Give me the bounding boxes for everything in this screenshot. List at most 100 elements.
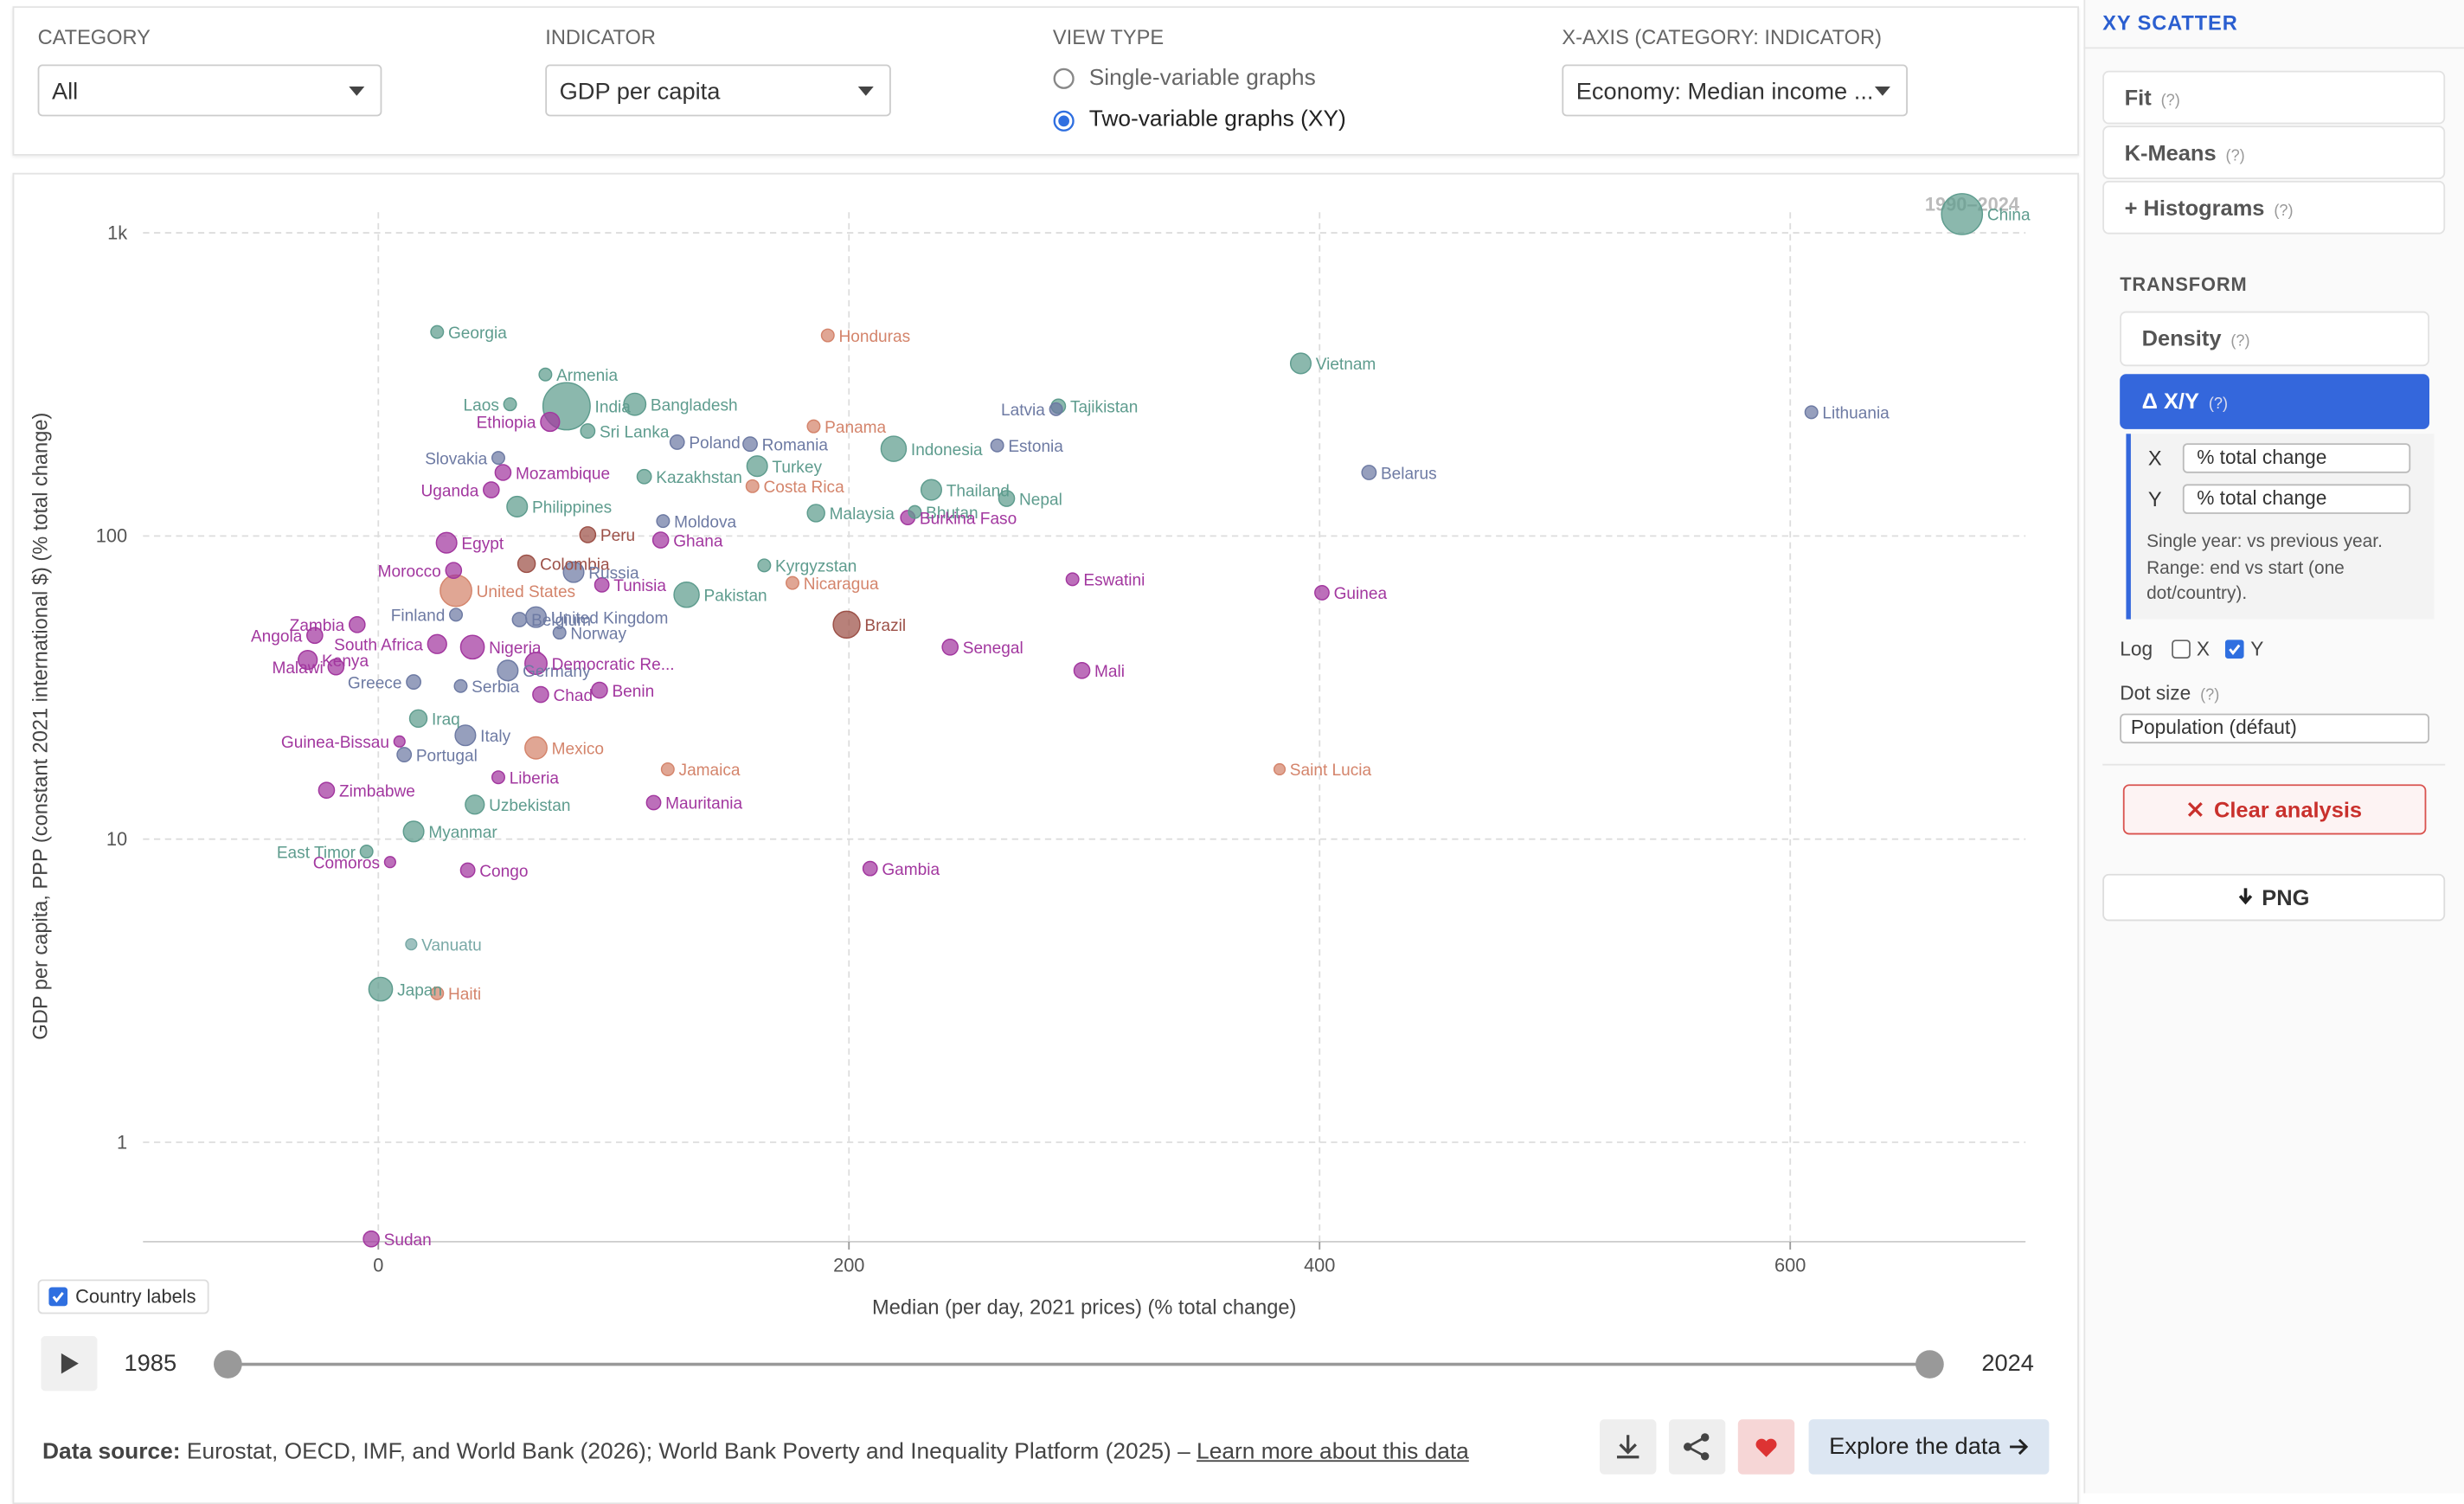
point-label: Nigeria [489, 640, 542, 658]
png-button[interactable]: PNG [2102, 873, 2446, 922]
learn-more-link[interactable]: Learn more about this data [1197, 1439, 1469, 1465]
data-point [491, 451, 505, 466]
point-label: East Timor [277, 844, 356, 862]
data-point [1065, 572, 1080, 587]
x-tick-label: 0 [373, 1254, 383, 1276]
data-point [449, 607, 464, 622]
footer-icons[interactable] [1599, 1419, 1835, 1475]
point-label: Bangladesh [651, 396, 738, 415]
explore-button[interactable]: Explore the data [1808, 1419, 2050, 1475]
point-label: Germany [523, 663, 591, 681]
help[interactable]: (?) [2208, 395, 2229, 414]
checkbox[interactable] [48, 1287, 68, 1307]
x-icon [2187, 801, 2203, 817]
point-label: Bhutan [926, 505, 978, 523]
data-point [820, 328, 835, 343]
data-point [636, 468, 652, 485]
y-axis-title: GDP per capita, PPP (constant 2021 inter… [29, 413, 52, 1040]
point-label: Mauritania [665, 795, 742, 813]
data-point [591, 681, 608, 699]
fit-button[interactable]: Fit (?) [2102, 70, 2446, 125]
filter-label: CATEGORY [37, 25, 151, 49]
data-point [517, 554, 536, 574]
data-point [511, 612, 528, 627]
country-labels-toggle[interactable]: Country labels [37, 1279, 209, 1314]
data-point [745, 479, 760, 493]
density-button[interactable]: Density (?) [2120, 311, 2429, 367]
point-label: Sri Lanka [600, 423, 670, 441]
y-tick-label: 1k [107, 222, 127, 243]
point-label: Morocco [378, 562, 441, 581]
data-point [623, 392, 647, 416]
data-point [656, 514, 671, 529]
clear-button[interactable]: Clear analysis [2122, 784, 2427, 835]
checkbox[interactable] [2171, 640, 2191, 659]
play-button[interactable] [41, 1335, 98, 1392]
help[interactable]: (?) [2230, 333, 2250, 351]
point-label: Finland [391, 607, 446, 626]
view-type-label: VIEW TYPE [1052, 25, 1165, 49]
kmeans-button[interactable]: K-Means (?) [2102, 125, 2446, 180]
point-label: Kyrgyzstan [775, 558, 857, 576]
source-text: Eurostat, OECD, IMF, and World Bank (202… [186, 1439, 1190, 1465]
y-tick-label: 100 [96, 525, 127, 547]
select-value: GDP per capita [559, 78, 721, 106]
point-label: Pakistan [704, 588, 767, 606]
help[interactable]: (?) [2160, 93, 2180, 111]
x-axis-select[interactable]: Economy: Median income ... [1562, 64, 1908, 117]
delta-button[interactable]: Δ X/Y (?) [2120, 374, 2429, 429]
data-point [880, 435, 908, 462]
data-point [998, 490, 1016, 507]
data-point [402, 820, 425, 843]
help[interactable]: (?) [2274, 202, 2294, 221]
category-select[interactable]: All [37, 64, 382, 117]
data-point [990, 438, 1004, 453]
arrow-icon [2010, 1438, 2029, 1456]
data-point [757, 558, 772, 573]
point-label: Angola [251, 628, 303, 646]
dot-size-select[interactable]: Population (défaut) [2120, 713, 2429, 744]
point-label: Philippines [532, 499, 612, 517]
point-label: Guinea [1334, 585, 1388, 603]
timeline-end: 2024 [1981, 1350, 2034, 1378]
point-label: South Africa [334, 637, 423, 655]
radio-option[interactable]: Single-variable graphs [1088, 66, 1316, 92]
point-label: Lithuania [1822, 405, 1890, 423]
data-point [445, 562, 463, 579]
point-label: Haiti [448, 986, 481, 1004]
checkbox[interactable] [2225, 640, 2245, 659]
point-label: Mexico [552, 741, 604, 759]
timeline-slider[interactable] [204, 1344, 1956, 1385]
indicator-select[interactable]: GDP per capita [545, 64, 891, 117]
data-point [359, 845, 374, 859]
caret [349, 86, 365, 96]
point-label: Zimbabwe [339, 782, 415, 800]
help[interactable]: (?) [2200, 686, 2220, 704]
data-point [406, 674, 421, 690]
x-axis-title: Median (per day, 2021 prices) (% total c… [872, 1296, 1296, 1319]
data-point [454, 724, 477, 747]
radio-option[interactable]: Two-variable graphs (XY) [1088, 106, 1346, 132]
data-point [1289, 352, 1312, 375]
x-tick-label: 400 [1304, 1254, 1335, 1276]
point-label: Burkina Faso [920, 510, 1017, 528]
point-label: Jamaica [679, 762, 741, 780]
x-transform-select[interactable]: % total change [2182, 443, 2411, 473]
point-label: Portugal [416, 747, 478, 765]
histograms-button[interactable]: + Histograms (?) [2102, 180, 2446, 235]
data-point [491, 770, 505, 785]
radio-icons[interactable] [1051, 66, 1076, 135]
point-label: Vietnam [1316, 356, 1376, 374]
help[interactable]: (?) [2225, 147, 2245, 165]
point-label: Tunisia [613, 577, 666, 595]
data-point [524, 652, 548, 676]
data-point [435, 531, 458, 554]
point-label: Sudan [384, 1231, 432, 1250]
button-label: K-Means [2124, 139, 2217, 165]
point-label: Vanuatu [421, 936, 482, 954]
log-x: X [2196, 638, 2211, 660]
y-tick-label: 10 [106, 828, 127, 850]
point-label: Colombia [540, 556, 610, 575]
y-transform-select[interactable]: % total change [2182, 484, 2411, 514]
data-point [806, 419, 821, 434]
